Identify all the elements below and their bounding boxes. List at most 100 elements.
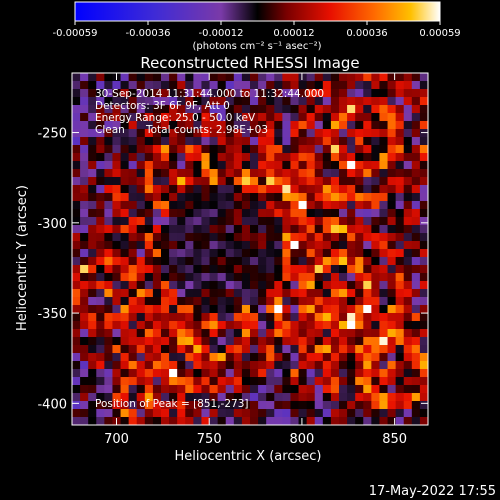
heatmap-cell — [371, 281, 381, 290]
heatmap-cell — [88, 201, 97, 210]
heatmap-cell — [144, 393, 154, 402]
heatmap-cell — [330, 129, 340, 138]
heatmap-cell — [290, 169, 300, 178]
heatmap-cell — [387, 89, 397, 98]
heatmap-cell — [112, 97, 122, 106]
heatmap-cell — [193, 417, 203, 425]
heatmap-cell — [403, 257, 413, 266]
heatmap-cell — [161, 297, 170, 306]
heatmap-cell — [411, 345, 421, 354]
heatmap-cell — [387, 121, 397, 130]
heatmap-cell — [258, 169, 267, 178]
heatmap-cell — [144, 377, 154, 386]
heatmap-cell — [193, 81, 203, 90]
heatmap-cell — [96, 385, 105, 394]
heatmap-cell — [363, 353, 372, 362]
heatmap-cell — [209, 113, 219, 122]
heatmap-cell — [96, 153, 105, 162]
heatmap-cell — [322, 377, 332, 386]
heatmap-cell — [193, 313, 203, 322]
heatmap-cell — [217, 89, 227, 98]
heatmap-cell — [217, 321, 227, 330]
heatmap-cell — [419, 281, 428, 290]
heatmap-cell — [136, 249, 146, 258]
heatmap-cell — [306, 113, 316, 122]
heatmap-cell — [250, 417, 259, 425]
heatmap-cell — [209, 353, 219, 362]
heatmap-cell — [387, 353, 397, 362]
heatmap-cell — [128, 225, 138, 234]
heatmap-cell — [88, 265, 97, 274]
heatmap-cell — [290, 265, 300, 274]
heatmap-cell — [330, 153, 340, 162]
heatmap-cell — [371, 369, 381, 378]
heatmap-cell — [88, 313, 97, 322]
heatmap-cell — [347, 73, 356, 82]
heatmap-cell — [330, 369, 340, 378]
heatmap-cell — [201, 105, 211, 114]
heatmap-cell — [250, 105, 259, 114]
heatmap-cell — [201, 137, 211, 146]
heatmap-cell — [233, 297, 243, 306]
heatmap-cell — [201, 377, 211, 386]
heatmap-cell — [363, 393, 372, 402]
heatmap-cell — [217, 313, 227, 322]
heatmap-cell — [322, 393, 332, 402]
heatmap-cell — [306, 97, 316, 106]
heatmap-cell — [282, 249, 292, 258]
heatmap-cell — [266, 185, 275, 194]
heatmap-cell — [314, 193, 324, 202]
heatmap-cell — [355, 393, 364, 402]
heatmap-cell — [379, 369, 389, 378]
heatmap-cell — [120, 265, 130, 274]
heatmap-cell — [274, 417, 283, 425]
heatmap-cell — [80, 377, 89, 386]
heatmap-cell — [250, 185, 259, 194]
heatmap-cell — [347, 337, 356, 346]
heatmap-cell — [96, 209, 105, 218]
heatmap-cell — [403, 121, 413, 130]
heatmap-cell — [371, 241, 381, 250]
heatmap-cell — [403, 97, 413, 106]
heatmap-cell — [128, 393, 138, 402]
heatmap-cell — [387, 417, 397, 425]
heatmap-cell — [80, 177, 89, 186]
heatmap-cell — [371, 353, 381, 362]
heatmap-cell — [355, 177, 364, 186]
heatmap-cell — [330, 313, 340, 322]
heatmap-cell — [72, 297, 81, 306]
heatmap-cell — [112, 361, 122, 370]
heatmap-cell — [80, 417, 89, 425]
heatmap-cell — [96, 161, 105, 170]
heatmap-cell — [339, 393, 348, 402]
heatmap-cell — [258, 329, 267, 338]
heatmap-cell — [290, 177, 300, 186]
heatmap-cell — [347, 201, 356, 210]
heatmap-cell — [177, 169, 186, 178]
heatmap-cell — [355, 153, 364, 162]
heatmap-cell — [96, 297, 105, 306]
heatmap-cell — [371, 89, 381, 98]
heatmap-cell — [185, 201, 194, 210]
heatmap-cell — [371, 137, 381, 146]
heatmap-cell — [185, 81, 194, 90]
heatmap-cell — [185, 169, 194, 178]
heatmap-cell — [330, 321, 340, 330]
heatmap-cell — [339, 385, 348, 394]
heatmap-cell — [395, 377, 405, 386]
heatmap-cell — [209, 337, 219, 346]
x-axis-label: Heliocentric X (arcsec) — [175, 449, 322, 464]
heatmap-cell — [201, 81, 211, 90]
heatmap-cell — [169, 241, 178, 250]
heatmap-cell — [72, 393, 81, 402]
heatmap-cell — [411, 321, 421, 330]
heatmap-cell — [339, 153, 348, 162]
heatmap-cell — [217, 297, 227, 306]
heatmap-cell — [379, 201, 389, 210]
heatmap-cell — [274, 217, 283, 226]
heatmap-cell — [250, 305, 259, 314]
heatmap-cell — [241, 201, 251, 210]
heatmap-cell — [177, 265, 186, 274]
heatmap-cell — [225, 161, 235, 170]
heatmap-cell — [225, 409, 235, 418]
